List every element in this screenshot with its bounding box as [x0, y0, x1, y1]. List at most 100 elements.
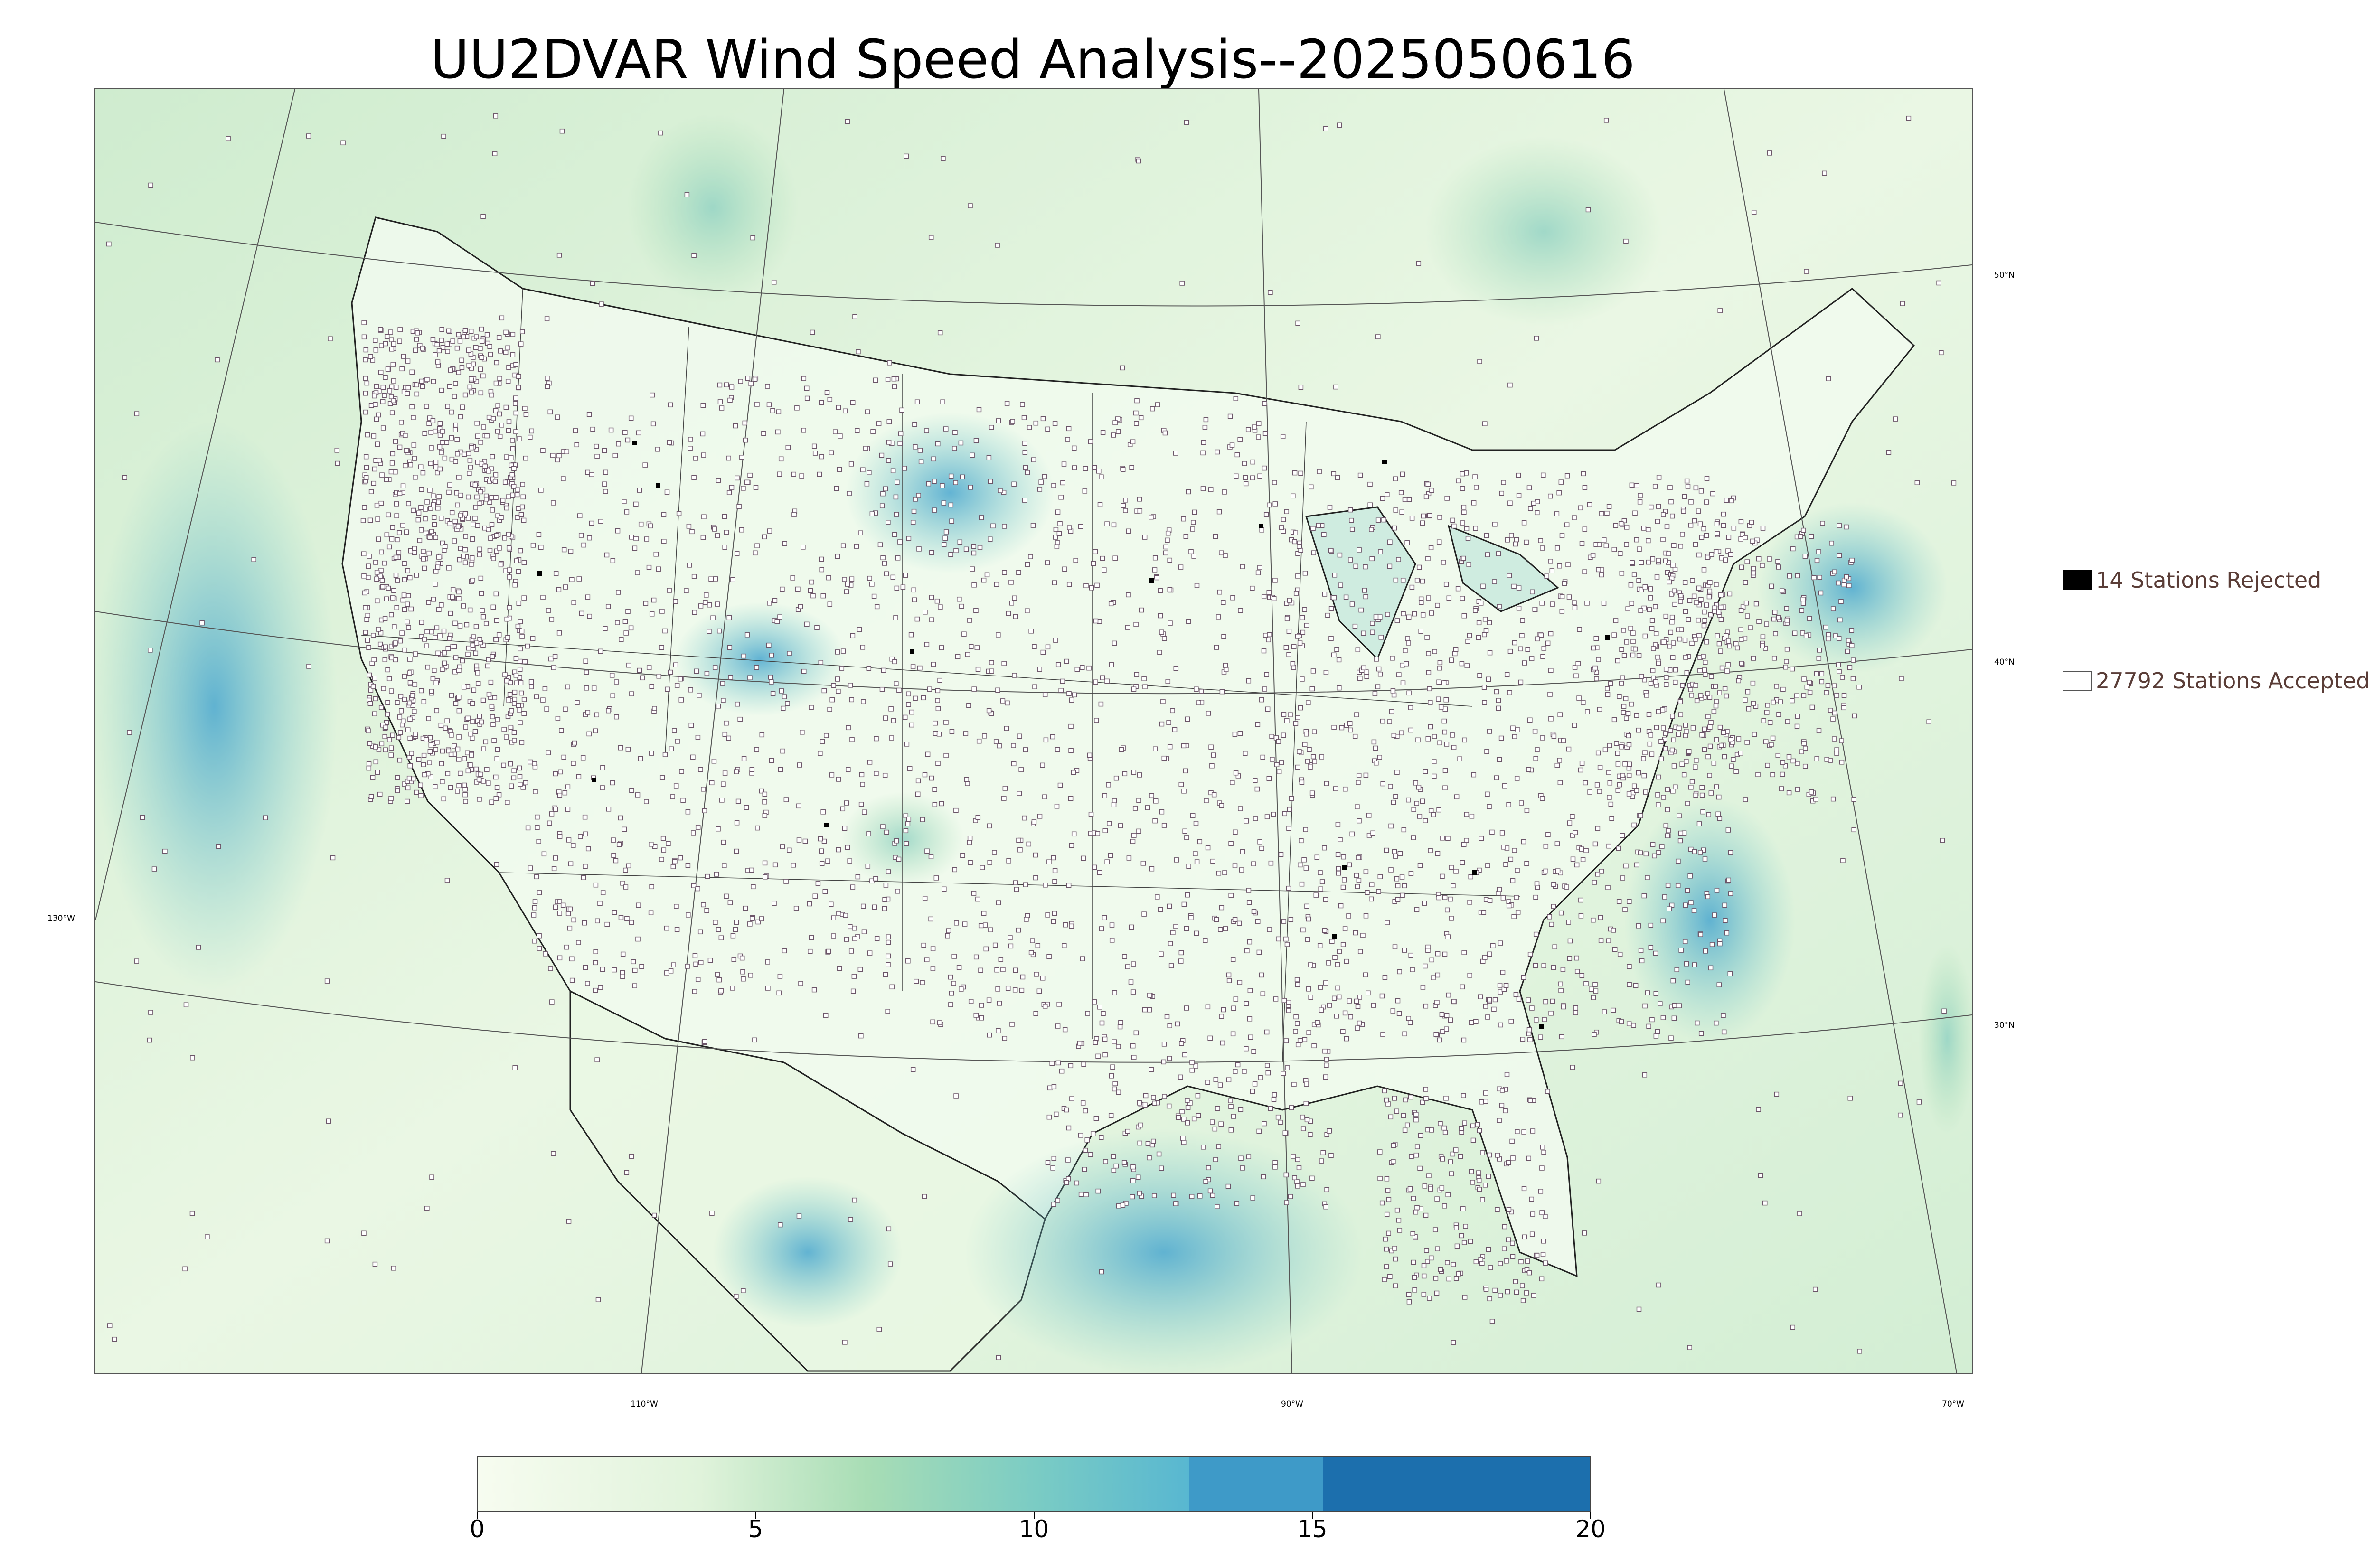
- accepted-station-marker: [563, 706, 568, 712]
- accepted-station-marker: [430, 676, 436, 681]
- accepted-station-marker: [848, 924, 853, 930]
- accepted-station-marker: [453, 381, 458, 386]
- accepted-station-marker: [1616, 899, 1622, 904]
- accepted-station-marker: [1795, 714, 1800, 719]
- accepted-station-marker: [1210, 1119, 1215, 1125]
- accepted-station-marker: [107, 1323, 113, 1328]
- accepted-station-marker: [1906, 115, 1912, 121]
- accepted-station-marker: [1469, 814, 1475, 819]
- accepted-station-marker: [1389, 709, 1394, 714]
- accepted-station-marker: [363, 454, 369, 460]
- accepted-station-marker: [383, 724, 388, 730]
- accepted-station-marker: [456, 783, 462, 789]
- accepted-station-marker: [380, 425, 386, 431]
- accepted-station-marker: [1240, 849, 1245, 854]
- accepted-station-marker: [836, 688, 841, 694]
- accepted-station-marker: [1765, 762, 1770, 768]
- accepted-station-marker: [912, 422, 917, 427]
- accepted-station-marker: [378, 705, 384, 710]
- accepted-station-marker: [953, 1093, 959, 1099]
- accepted-station-marker: [765, 986, 771, 991]
- accepted-station-marker: [1136, 798, 1141, 803]
- accepted-station-marker: [1428, 724, 1433, 730]
- accepted-station-marker: [1497, 757, 1502, 762]
- accepted-station-marker: [849, 697, 854, 703]
- accepted-station-marker: [1045, 644, 1051, 650]
- accepted-station-marker: [1411, 1259, 1416, 1265]
- accepted-station-marker: [1367, 481, 1373, 487]
- accepted-station-marker: [493, 774, 499, 780]
- accepted-station-marker: [1587, 502, 1592, 507]
- accepted-station-marker: [844, 937, 849, 942]
- accepted-station-marker: [979, 1015, 984, 1021]
- accepted-station-marker: [1411, 835, 1416, 840]
- map-title: UU2DVAR Wind Speed Analysis--2025050616: [430, 29, 1635, 91]
- accepted-station-marker: [1656, 802, 1661, 807]
- accepted-station-marker: [1355, 884, 1360, 889]
- accepted-station-marker: [622, 430, 628, 435]
- accepted-station-marker: [1255, 919, 1261, 924]
- accepted-station-marker: [389, 612, 394, 618]
- map-panel[interactable]: [94, 88, 1973, 1374]
- accepted-station-marker: [468, 731, 473, 737]
- accepted-station-marker: [1292, 470, 1298, 476]
- accepted-station-marker: [1461, 1093, 1466, 1098]
- accepted-station-marker: [1684, 478, 1690, 484]
- accepted-station-marker: [462, 560, 468, 565]
- accepted-station-marker: [1718, 592, 1724, 598]
- accepted-station-marker: [1446, 992, 1451, 998]
- accepted-station-marker: [1137, 508, 1143, 514]
- accepted-station-marker: [1688, 900, 1694, 905]
- accepted-station-marker: [989, 660, 994, 665]
- accepted-station-marker: [797, 762, 802, 768]
- accepted-station-marker: [340, 140, 346, 146]
- accepted-station-marker: [937, 330, 943, 336]
- accepted-station-marker: [1429, 1127, 1434, 1133]
- accepted-station-marker: [1535, 747, 1540, 752]
- accepted-station-marker: [424, 737, 429, 742]
- accepted-station-marker: [388, 329, 393, 335]
- accepted-station-marker: [456, 734, 462, 740]
- accepted-station-marker: [858, 530, 863, 535]
- accepted-station-marker: [1302, 742, 1308, 747]
- accepted-station-marker: [1529, 656, 1535, 661]
- accepted-station-marker: [1784, 606, 1789, 611]
- accepted-station-marker: [1400, 892, 1405, 898]
- accepted-station-marker: [1096, 469, 1102, 474]
- accepted-station-marker: [1639, 958, 1645, 964]
- accepted-station-marker: [494, 862, 499, 867]
- accepted-station-marker: [1606, 504, 1612, 509]
- accepted-station-marker: [1579, 541, 1585, 546]
- accepted-station-marker: [1672, 1003, 1677, 1008]
- accepted-station-marker: [1473, 1259, 1479, 1264]
- accepted-station-marker: [513, 362, 518, 367]
- accepted-station-marker: [804, 395, 810, 401]
- accepted-station-marker: [553, 571, 559, 576]
- accepted-station-marker: [1189, 1194, 1195, 1199]
- accepted-station-marker: [433, 460, 439, 465]
- accepted-station-marker: [251, 557, 256, 562]
- accepted-station-marker: [1464, 838, 1469, 843]
- accepted-station-marker: [1543, 868, 1548, 874]
- accepted-station-marker: [1338, 582, 1343, 588]
- accepted-station-marker: [1476, 1178, 1482, 1183]
- accepted-station-marker: [1481, 685, 1487, 690]
- accepted-station-marker: [1400, 662, 1405, 668]
- accepted-station-marker: [420, 346, 425, 351]
- accepted-station-marker: [473, 345, 479, 350]
- accepted-station-marker: [735, 798, 741, 804]
- accepted-station-marker: [1465, 638, 1470, 644]
- accepted-station-marker: [1625, 711, 1631, 716]
- accepted-station-marker: [772, 901, 777, 906]
- accepted-station-marker: [1062, 1027, 1068, 1033]
- accepted-station-marker: [518, 512, 524, 517]
- accepted-station-marker: [1477, 1187, 1482, 1192]
- accepted-station-marker: [1118, 1020, 1123, 1025]
- accepted-station-marker: [1371, 739, 1377, 745]
- accepted-station-marker: [740, 969, 745, 975]
- accepted-station-marker: [1506, 1207, 1512, 1212]
- accepted-station-marker: [1575, 661, 1581, 666]
- accepted-station-marker: [777, 614, 782, 620]
- accepted-station-marker: [874, 771, 879, 776]
- accepted-station-marker: [989, 668, 994, 674]
